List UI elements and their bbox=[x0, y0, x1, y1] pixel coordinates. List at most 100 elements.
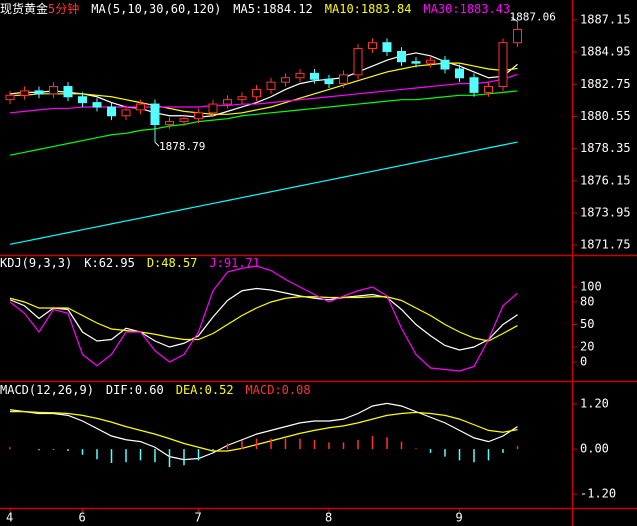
legend-part: 0.08 bbox=[282, 383, 311, 397]
low-annotation: 1878.79 bbox=[159, 140, 205, 153]
candle-body bbox=[469, 77, 479, 93]
plot-area bbox=[9, 402, 519, 468]
candle-body bbox=[63, 86, 73, 98]
legend-text: K:62.95 bbox=[84, 256, 135, 270]
legend-part: MA10: bbox=[325, 2, 361, 16]
legend-part: DEA: bbox=[176, 383, 205, 397]
candle-body bbox=[194, 112, 203, 120]
legend-part: 现货黄金 bbox=[0, 1, 48, 16]
candle-body bbox=[179, 118, 189, 123]
legend-text: D:48.57 bbox=[147, 256, 198, 270]
candle-body bbox=[498, 42, 508, 88]
line bbox=[9, 52, 518, 118]
legend-text: J:91.71 bbox=[209, 256, 260, 270]
candle-body bbox=[223, 99, 232, 105]
legend-part: MACD(12,26,9) bbox=[0, 383, 94, 397]
line bbox=[10, 62, 518, 115]
candle-body bbox=[237, 96, 247, 101]
candle-body bbox=[484, 86, 493, 93]
legend-part: D: bbox=[147, 256, 161, 270]
candle-body bbox=[440, 59, 450, 70]
candle-body bbox=[20, 90, 29, 96]
y-tick-label: 1876.15 bbox=[580, 173, 631, 187]
candle-body bbox=[150, 103, 160, 126]
candle-body bbox=[397, 50, 406, 63]
candle-body bbox=[92, 102, 102, 108]
legend-part: MA(5,10,30,60,120) bbox=[91, 2, 221, 16]
candle-body bbox=[136, 103, 145, 111]
candle-body bbox=[310, 72, 319, 80]
candle-body bbox=[368, 42, 377, 50]
candle-body bbox=[34, 90, 44, 95]
annotation-pointer bbox=[154, 141, 160, 147]
legend-text: MACD(12,26,9) bbox=[0, 383, 94, 397]
candle-body bbox=[455, 68, 464, 79]
legend-part: MA30: bbox=[423, 2, 459, 16]
legend-part: 1883.84 bbox=[361, 2, 412, 16]
y-tick-label: 0.00 bbox=[580, 442, 609, 456]
candle-body bbox=[324, 78, 334, 85]
y-tick-label: -1.20 bbox=[580, 487, 616, 501]
legend-part: 0.60 bbox=[135, 383, 164, 397]
candle-body bbox=[382, 42, 392, 52]
candle-body bbox=[165, 121, 174, 126]
legend-text: MA(5,10,30,60,120) bbox=[91, 2, 221, 16]
legend-part: 48.57 bbox=[161, 256, 197, 270]
legend-part: MA5: bbox=[233, 2, 262, 16]
line bbox=[10, 411, 518, 452]
candle-body bbox=[107, 106, 116, 117]
x-tick-label: 7 bbox=[195, 511, 202, 525]
y-tick-label: 1871.75 bbox=[580, 238, 631, 252]
candle-body bbox=[208, 103, 218, 114]
candle-body bbox=[266, 81, 276, 90]
y-tick-label: 50 bbox=[580, 317, 594, 331]
candle-body bbox=[339, 74, 348, 85]
legend-text: MACD:0.08 bbox=[246, 383, 311, 397]
legend-part: 0.52 bbox=[205, 383, 234, 397]
legend-text: MA30:1883.43 bbox=[423, 2, 510, 16]
candle-body bbox=[513, 29, 522, 44]
legend-part: 62.95 bbox=[99, 256, 135, 270]
y-tick-label: 1882.75 bbox=[580, 77, 631, 91]
legend-text: MA5:1884.12 bbox=[233, 2, 312, 16]
legend-part: KDJ(9,3,3) bbox=[0, 256, 72, 270]
x-tick-label: 4 bbox=[6, 511, 13, 525]
candle-body bbox=[49, 86, 58, 95]
y-tick-label: 100 bbox=[580, 280, 602, 294]
y-tick-label: 1.20 bbox=[580, 397, 609, 411]
x-tick-label: 8 bbox=[325, 511, 332, 525]
y-tick-label: 1880.55 bbox=[580, 109, 631, 123]
legend-text: DEA:0.52 bbox=[176, 383, 234, 397]
line bbox=[9, 402, 518, 461]
y-tick-label: 1878.35 bbox=[580, 141, 631, 155]
annotation-pointer bbox=[511, 16, 518, 22]
candle-body bbox=[411, 61, 421, 64]
plot-area bbox=[9, 265, 518, 372]
legend-part: K: bbox=[84, 256, 98, 270]
high-annotation: 1887.06 bbox=[510, 10, 556, 23]
y-tick-label: 1884.95 bbox=[580, 45, 631, 59]
y-tick-label: 20 bbox=[580, 340, 594, 354]
y-tick-label: 1887.15 bbox=[580, 13, 631, 27]
y-tick-label: 80 bbox=[580, 295, 594, 309]
line bbox=[9, 296, 518, 342]
legend-part: 1884.12 bbox=[262, 2, 313, 16]
legend-text: MA10:1883.84 bbox=[325, 2, 412, 16]
legend-part: DIF: bbox=[106, 383, 135, 397]
y-tick-label: 1873.95 bbox=[580, 205, 631, 219]
plot-area bbox=[5, 21, 522, 245]
legend-text: 现货黄金5分钟 bbox=[0, 1, 79, 16]
line bbox=[9, 141, 518, 245]
x-tick-label: 6 bbox=[79, 511, 86, 525]
candle-body bbox=[121, 109, 131, 117]
line bbox=[9, 265, 518, 372]
candle-body bbox=[353, 48, 363, 76]
legend-part: 5分钟 bbox=[48, 1, 79, 16]
line bbox=[9, 90, 518, 156]
candle-body bbox=[281, 77, 290, 83]
legend-part: J: bbox=[209, 256, 223, 270]
legend-part: MACD: bbox=[246, 383, 282, 397]
line bbox=[9, 287, 518, 351]
